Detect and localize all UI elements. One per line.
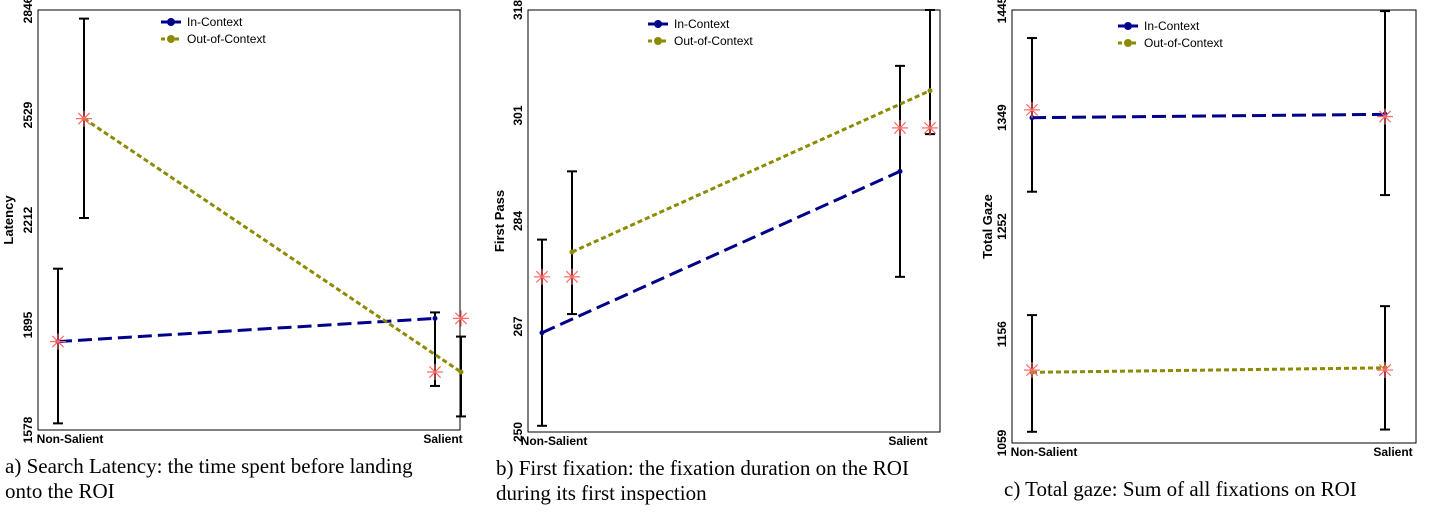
chart-a-y-tick-label: 2212 bbox=[21, 206, 35, 233]
chart-c-caption: c) Total gaze: Sum of all fixations on R… bbox=[1004, 477, 1357, 501]
chart-a-y-tick-label: 2529 bbox=[21, 101, 35, 128]
chart-c-plot: 1059 1156 1252 1349 1445 Total Gaze Non-Salien… bbox=[980, 0, 1417, 459]
chart-a-out-of-context-point bbox=[458, 369, 464, 375]
chart-b-plot: 250 267 284 301 318 First Pass Non-Salient Sali… bbox=[492, 0, 941, 448]
chart-c-plot-frame bbox=[1011, 9, 1417, 444]
chart-b-y-axis-label: First Pass bbox=[492, 190, 507, 252]
chart-a-plot-frame bbox=[37, 9, 461, 431]
chart-b-out-of-context-point bbox=[927, 88, 933, 94]
chart-a-out-of-context-line bbox=[83, 117, 462, 374]
chart-a-y-axis-label: Latency bbox=[1, 195, 16, 245]
chart-c-legend-out-of-context-label: Out-of-Context bbox=[1144, 36, 1223, 50]
chart-b-y-tick-label: 267 bbox=[511, 316, 525, 336]
chart-b-reference-mark bbox=[564, 268, 580, 285]
chart-a-reference-mark bbox=[50, 333, 66, 350]
chart-c-y-tick-label: 1349 bbox=[995, 104, 1009, 131]
chart-c-reference-mark bbox=[1377, 108, 1393, 125]
chart-b-out-of-context-line bbox=[571, 89, 931, 254]
chart-c-y-axis-label: Total Gaze bbox=[980, 194, 995, 259]
chart-c-x-tick-label: Salient bbox=[1373, 445, 1412, 459]
chart-a-y-tick-label: 1578 bbox=[21, 416, 35, 443]
chart-a-reference-mark bbox=[427, 364, 443, 381]
chart-b-out-of-context-point bbox=[569, 249, 575, 255]
chart-b-in-context-line bbox=[541, 169, 901, 335]
chart-c-x-tick-label: Non-Salient bbox=[1011, 445, 1078, 459]
chart-c-y-tick-label: 1445 bbox=[995, 0, 1009, 23]
chart-b-x-tick-label: Non-Salient bbox=[521, 434, 588, 448]
chart-a-legend-in-context-marker bbox=[167, 18, 175, 26]
chart-a-y-tick-label: 1895 bbox=[21, 311, 35, 338]
chart-a-plot: 1578 1895 2212 2529 2846 Latency Non-Salient Sa… bbox=[1, 0, 469, 446]
chart-c-in-context-line bbox=[1031, 112, 1386, 120]
chart-a-y-tick-label: 2846 bbox=[21, 0, 35, 23]
chart-a-x-tick-label: Non-Salient bbox=[37, 432, 104, 446]
chart-b-legend-out-of-context-label: Out-of-Context bbox=[674, 34, 753, 48]
chart-b-reference-mark bbox=[892, 119, 908, 136]
chart-c-legend-in-context-marker bbox=[1124, 22, 1132, 30]
chart-a-x-tick-label: Salient bbox=[423, 432, 462, 446]
chart-b-reference-mark bbox=[922, 119, 938, 136]
chart-c-legend-in-context-label: In-Context bbox=[1144, 19, 1200, 33]
chart-b-y-tick-label: 284 bbox=[511, 211, 525, 231]
chart-a-reference-mark bbox=[453, 310, 469, 327]
chart-a-in-context-line bbox=[57, 316, 436, 344]
chart-c-legend-out-of-context-marker bbox=[1124, 39, 1132, 47]
chart-b-plot-frame bbox=[527, 9, 941, 433]
chart-a-legend-in-context-label: In-Context bbox=[187, 15, 243, 29]
chart-b-caption: b) First fixation: the fixation duration… bbox=[496, 456, 909, 505]
chart-c-y-tick-label: 1156 bbox=[995, 321, 1009, 347]
chart-b-reference-mark bbox=[534, 268, 550, 285]
chart-a-in-context-point bbox=[432, 315, 438, 321]
chart-c-y-tick-label: 1059 bbox=[995, 429, 1009, 456]
chart-b-y-tick-label: 301 bbox=[511, 105, 525, 125]
chart-b-legend-in-context-marker bbox=[654, 20, 662, 28]
chart-b-in-context-point bbox=[897, 168, 903, 174]
chart-b-legend-in-context-label: In-Context bbox=[674, 17, 730, 31]
chart-c-reference-mark bbox=[1024, 362, 1040, 379]
chart-b-legend-out-of-context-marker bbox=[654, 37, 662, 45]
chart-panel-b: 250 267 284 301 318 First Pass Non-Salient Sali… bbox=[490, 0, 960, 519]
chart-panel-c: 1059 1156 1252 1349 1445 Total Gaze Non-Salien… bbox=[980, 0, 1438, 519]
chart-b-y-tick-label: 318 bbox=[511, 0, 525, 20]
chart-a-reference-mark bbox=[76, 110, 92, 127]
chart-b-x-tick-label: Salient bbox=[888, 434, 927, 448]
chart-c-out-of-context-line bbox=[1031, 366, 1386, 374]
chart-a-legend-out-of-context-label: Out-of-Context bbox=[187, 32, 266, 46]
chart-a-legend-out-of-context-marker bbox=[167, 35, 175, 43]
chart-panel-a: 1578 1895 2212 2529 2846 Latency Non-Salient Sa… bbox=[0, 0, 470, 519]
chart-a-caption: a) Search Latency: the time spent before… bbox=[5, 454, 413, 503]
chart-c-reference-mark bbox=[1024, 101, 1040, 118]
chart-b-in-context-point bbox=[539, 330, 545, 336]
chart-b-y-tick-label: 250 bbox=[511, 422, 525, 442]
chart-c-reference-mark bbox=[1377, 362, 1393, 379]
chart-c-y-tick-label: 1252 bbox=[995, 213, 1009, 240]
